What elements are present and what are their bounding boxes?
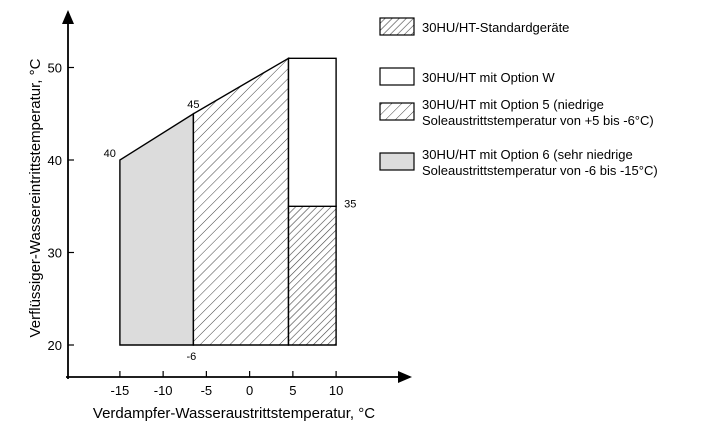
y-axis-title: Verflüssiger-Wassereintrittstemperatur, … [27,58,44,337]
legend-item: 30HU/HT mit Option 5 (niedrigeSoleaustri… [379,97,654,128]
legend-item: 30HU/HT mit Option W [379,67,555,86]
annotations-layer: 40 45 -6 35 [104,99,357,363]
x-tick-label: -10 [154,383,173,398]
legend: 30HU/HT-Standardgeräte 30HU/HT mit Option… [379,17,658,178]
legend-item: 30HU/HT-Standardgeräte [379,17,569,36]
x-tick-label: 5 [289,383,296,398]
ticks-layer: -15 -10 -5 0 5 10 20 30 40 50 [48,61,344,399]
legend-swatch [379,67,415,86]
y-tick-label: 50 [48,61,62,76]
region-option5 [192,57,290,346]
value-annotation: -6 [187,351,197,363]
x-tick-label: 0 [246,383,253,398]
value-annotation: 45 [187,99,199,111]
legend-swatch [379,17,415,36]
region-standard [287,205,337,346]
value-annotation: 35 [344,198,356,210]
region-optionW [287,57,337,208]
legend-label: Soleaustrittstemperatur von -6 bis -15°C… [422,163,658,178]
regions-layer [119,57,337,346]
value-annotation: 40 [104,148,116,160]
y-tick-label: 30 [48,246,62,261]
y-tick-label: 20 [48,338,62,353]
legend-label: 30HU/HT mit Option 5 (niedrige [422,97,604,112]
x-axis-title: Verdampfer-Wasseraustrittstemperatur, °C [93,405,375,422]
region-option6 [119,112,195,346]
legend-item: 30HU/HT mit Option 6 (sehr niedrigeSolea… [379,147,658,178]
y-tick-label: 40 [48,153,62,168]
legend-swatch [379,152,415,171]
x-tick-label: -5 [201,383,213,398]
legend-label: Soleaustrittstemperatur von +5 bis -6°C) [422,113,654,128]
legend-label: 30HU/HT-Standardgeräte [422,20,569,35]
x-tick-label: 10 [329,383,343,398]
x-tick-label: -15 [110,383,129,398]
legend-swatch [379,102,415,121]
legend-label: 30HU/HT mit Option W [422,70,555,85]
legend-label: 30HU/HT mit Option 6 (sehr niedrige [422,147,633,162]
